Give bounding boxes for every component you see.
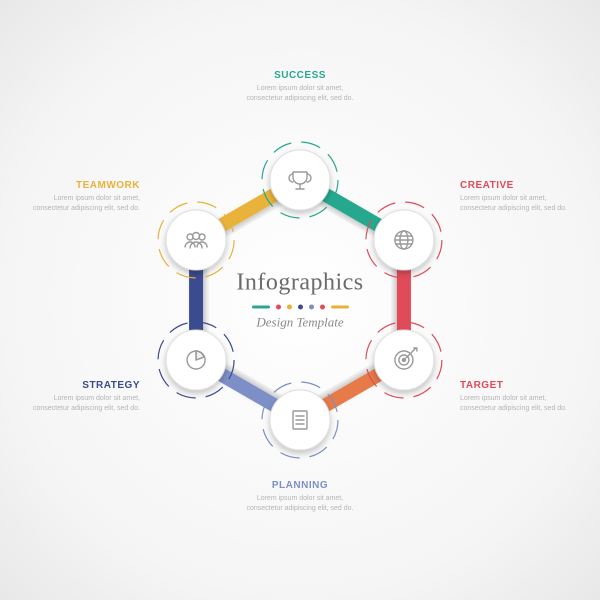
- center-dot: [298, 304, 303, 309]
- center-title: Infographics: [210, 270, 390, 297]
- label-body: Lorem ipsum dolor sit amet, consectetur …: [460, 394, 580, 414]
- label-teamwork: TEAMWORK Lorem ipsum dolor sit amet, cons…: [20, 180, 140, 214]
- center-dot: [276, 304, 281, 309]
- label-body: Lorem ipsum dolor sit amet, consectetur …: [460, 194, 580, 214]
- node-creative: [366, 202, 442, 278]
- center-block: Infographics Design Template: [210, 270, 390, 331]
- label-body: Lorem ipsum dolor sit amet, consectetur …: [20, 194, 140, 214]
- label-body: Lorem ipsum dolor sit amet, consectetur …: [20, 394, 140, 414]
- label-heading: CREATIVE: [460, 180, 580, 191]
- center-dot: [252, 305, 270, 308]
- infographic-stage: Infographics Design Template SUCCESS Lore…: [0, 0, 600, 600]
- node-target: [366, 322, 442, 398]
- node-teamwork: [158, 202, 234, 278]
- node-planning: [262, 382, 338, 458]
- label-body: Lorem ipsum dolor sit amet, consectetur …: [240, 494, 360, 514]
- label-body: Lorem ipsum dolor sit amet, consectetur …: [240, 84, 360, 104]
- center-dotrow: [210, 303, 390, 311]
- center-dot: [287, 304, 292, 309]
- label-heading: TARGET: [460, 380, 580, 391]
- label-target: TARGET Lorem ipsum dolor sit amet, consec…: [460, 380, 580, 414]
- node-success: [262, 142, 338, 218]
- label-success: SUCCESS Lorem ipsum dolor sit amet, conse…: [240, 70, 360, 104]
- center-dot: [320, 304, 325, 309]
- label-planning: PLANNING Lorem ipsum dolor sit amet, cons…: [240, 480, 360, 514]
- label-heading: SUCCESS: [240, 70, 360, 81]
- center-dot: [331, 305, 349, 308]
- label-heading: TEAMWORK: [20, 180, 140, 191]
- label-strategy: STRATEGY Lorem ipsum dolor sit amet, cons…: [20, 380, 140, 414]
- center-subtitle: Design Template: [210, 315, 390, 331]
- node-strategy: [158, 322, 234, 398]
- label-heading: STRATEGY: [20, 380, 140, 391]
- label-creative: CREATIVE Lorem ipsum dolor sit amet, cons…: [460, 180, 580, 214]
- label-heading: PLANNING: [240, 480, 360, 491]
- center-dot: [309, 304, 314, 309]
